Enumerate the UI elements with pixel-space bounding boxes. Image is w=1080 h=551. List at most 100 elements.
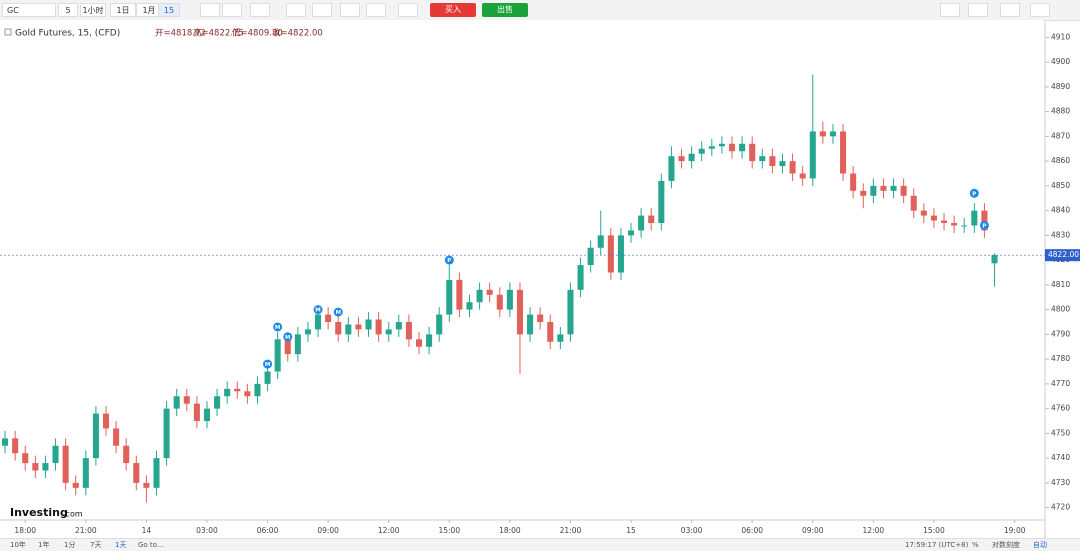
candle-body	[890, 185, 897, 191]
collapse-icon[interactable]	[4, 28, 12, 36]
candle-body	[789, 161, 796, 174]
candle-body	[345, 324, 352, 335]
candle-body	[2, 438, 9, 446]
range-button[interactable]: 10年	[10, 541, 26, 549]
chart: Gold Futures, 15, (CFD) Investing .com 开…	[0, 20, 1080, 538]
x-tick-label: 21:00	[75, 526, 97, 535]
candle-body	[749, 143, 756, 162]
y-tick-label: 4840	[1051, 206, 1070, 215]
tool-button[interactable]	[340, 3, 360, 17]
auto-button[interactable]: 自动	[1033, 541, 1047, 549]
candle-body	[547, 322, 554, 342]
y-tick-label: 4790	[1051, 329, 1070, 338]
candle-body	[274, 339, 281, 372]
event-marker	[263, 359, 273, 369]
candle-body	[648, 215, 655, 223]
y-tick-label: 4850	[1051, 181, 1070, 190]
range-button[interactable]: 1天	[115, 541, 127, 549]
percent-button[interactable]: %	[972, 541, 979, 549]
candle-body	[496, 294, 503, 310]
candle-body	[315, 314, 322, 330]
candle-body	[385, 329, 392, 335]
toolbar: GC 买入 出售 5 1小时 1日 1月 15	[0, 0, 1080, 21]
tool-button[interactable]	[200, 3, 220, 17]
interval-button[interactable]: 1小时	[80, 3, 106, 17]
candle-body	[880, 185, 887, 191]
y-tick-label: 4750	[1051, 428, 1070, 437]
candle-body	[254, 383, 261, 397]
x-tick-label: 09:00	[802, 526, 824, 535]
tool-button[interactable]	[940, 3, 960, 17]
tool-button[interactable]	[312, 3, 332, 17]
event-marker-label: M	[285, 335, 290, 341]
candle-body	[971, 210, 978, 226]
candle-body	[143, 482, 150, 488]
last-price-label: 4822.00	[1048, 250, 1079, 259]
candle-body	[628, 230, 635, 236]
event-marker-label: M	[315, 308, 320, 314]
ohlc-value: 高=4822.75	[193, 28, 244, 39]
tool-button[interactable]	[1000, 3, 1020, 17]
y-tick-label: 4910	[1051, 32, 1070, 41]
candle-body	[456, 279, 463, 310]
candle-body	[537, 314, 544, 322]
log-button[interactable]: 对数刻度	[992, 541, 1020, 549]
candle-body	[62, 445, 69, 483]
range-button[interactable]: 1分	[64, 541, 76, 549]
candle-body	[153, 458, 160, 488]
tool-button[interactable]	[968, 3, 988, 17]
tool-button[interactable]	[366, 3, 386, 17]
y-tick-label: 4890	[1051, 82, 1070, 91]
range-button[interactable]: 7天	[90, 541, 102, 549]
interval-button[interactable]: 15	[158, 3, 180, 17]
y-tick-label: 4900	[1051, 57, 1070, 66]
candle-body	[739, 143, 746, 152]
tool-button[interactable]	[398, 3, 418, 17]
candle-body	[850, 173, 857, 191]
interval-button[interactable]: 1日	[110, 3, 136, 17]
sell-button[interactable]: 出售	[482, 3, 528, 17]
goto-button[interactable]: Go to...	[138, 541, 164, 549]
range-button[interactable]: 1年	[38, 541, 50, 549]
interval-button[interactable]: 5	[58, 3, 78, 17]
x-tick-label: 14	[142, 526, 152, 535]
candle-body	[809, 131, 816, 179]
bottom-bar: 10年 1年 1分 7天 1天 Go to... 17:59:17 (UTC+8)% 对数刻度…	[0, 538, 1080, 551]
candle-body	[506, 289, 513, 310]
event-marker	[969, 188, 979, 198]
tool-button[interactable]	[286, 3, 306, 17]
candle-body	[183, 396, 190, 404]
y-tick-label: 4730	[1051, 478, 1070, 487]
candle-body	[133, 463, 140, 483]
candle-body	[173, 396, 180, 409]
symbol-input[interactable]: GC	[2, 3, 56, 17]
candle-body	[466, 302, 473, 310]
candle-body	[597, 235, 604, 248]
ohlc-value: 低=4809.30	[232, 28, 283, 39]
candle-body	[193, 403, 200, 421]
y-tick-label: 4870	[1051, 131, 1070, 140]
candle-body	[860, 190, 867, 196]
candle-body	[678, 156, 685, 162]
buy-button[interactable]: 买入	[430, 3, 476, 17]
ohlc-value: 开=4818.72	[155, 29, 206, 39]
tool-button[interactable]	[250, 3, 270, 17]
candle-body	[214, 396, 221, 409]
candle-body	[638, 215, 645, 231]
y-tick-label: 4830	[1051, 230, 1070, 239]
candle-body	[244, 391, 251, 397]
candle-body	[32, 463, 39, 471]
tool-button[interactable]	[222, 3, 242, 17]
last-price-tag	[1045, 249, 1080, 262]
candle-body	[405, 322, 412, 340]
y-tick-label: 4810	[1051, 280, 1070, 289]
candle-body	[476, 289, 483, 303]
y-tick-label: 4780	[1051, 354, 1070, 363]
candle-body	[567, 289, 574, 335]
candle-body	[728, 143, 736, 152]
y-tick-label: 4800	[1051, 305, 1070, 314]
tool-button[interactable]	[1030, 3, 1050, 17]
candle-body	[991, 255, 998, 264]
y-tick-label: 4740	[1051, 453, 1070, 462]
